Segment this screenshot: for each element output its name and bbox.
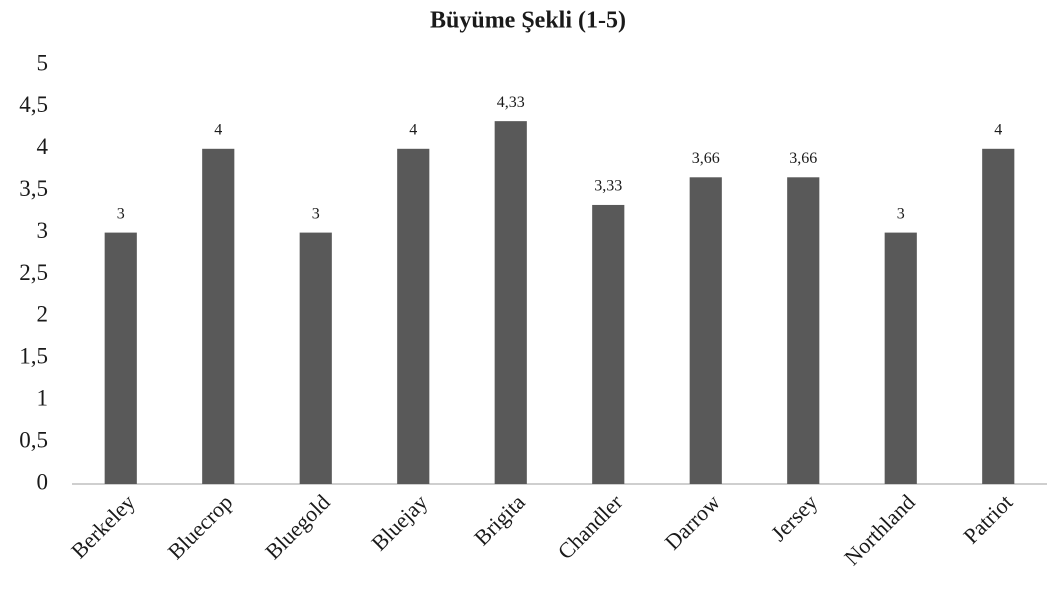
bar [494, 121, 527, 485]
y-tick-label: 2,5 [19, 260, 48, 285]
y-tick-label: 5 [37, 50, 49, 75]
y-tick-label: 0 [37, 469, 49, 494]
bar [787, 177, 820, 485]
x-tick-label: Brigita [469, 489, 530, 550]
y-tick-label: 0,5 [19, 427, 48, 452]
y-tick-label: 1,5 [19, 344, 48, 369]
bar [884, 232, 917, 484]
value-label: 4,33 [497, 94, 525, 111]
x-tick-label: Bluejay [366, 489, 432, 555]
x-tick-label: Northland [839, 489, 920, 570]
x-tick-label: Berkeley [66, 489, 140, 563]
bar [982, 148, 1015, 485]
bar [592, 204, 625, 485]
bar [397, 148, 430, 485]
value-label: 3,66 [789, 150, 817, 167]
x-tick-label: Patriot [958, 489, 1017, 548]
value-label: 3 [897, 205, 905, 222]
x-tick-label: Bluegold [260, 489, 335, 564]
value-label: 3,66 [692, 150, 720, 167]
bar [689, 177, 722, 485]
bar [299, 232, 332, 484]
x-tick-label: Bluecrop [163, 489, 238, 564]
y-tick-label: 4 [37, 134, 49, 159]
x-tick-label: Jersey [766, 489, 823, 546]
value-label: 3 [312, 205, 320, 222]
y-tick-label: 3 [37, 218, 49, 243]
y-tick-label: 2 [37, 302, 49, 327]
x-tick-label: Darrow [660, 489, 725, 554]
value-label: 4 [409, 121, 417, 138]
x-tick-label: Chandler [553, 489, 628, 564]
value-label: 3 [117, 205, 125, 222]
y-tick-label: 3,5 [19, 176, 48, 201]
y-tick-label: 1 [37, 385, 49, 410]
value-label: 4 [994, 121, 1002, 138]
chart-title: Büyüme Şekli (1-5) [430, 8, 626, 34]
bar [202, 148, 235, 485]
y-tick-label: 4,5 [19, 92, 48, 117]
value-label: 3,33 [594, 178, 622, 195]
value-label: 4 [214, 121, 222, 138]
bar [104, 232, 137, 484]
